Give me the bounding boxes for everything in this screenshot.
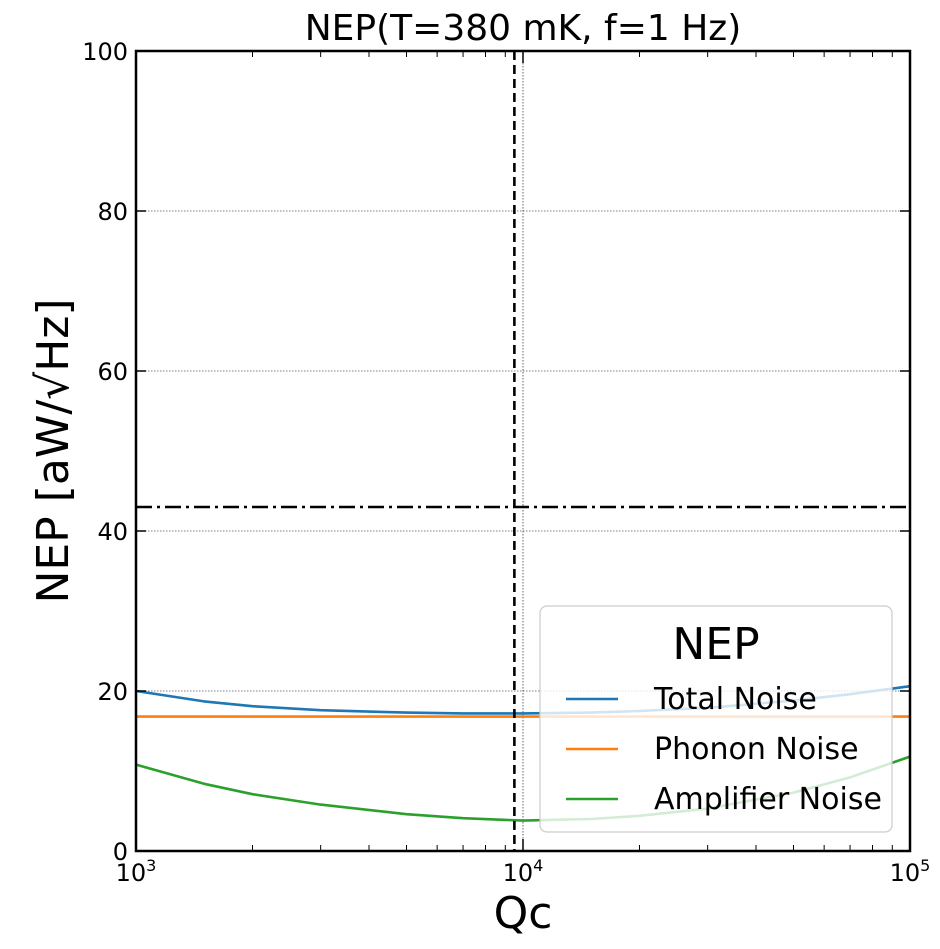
x-tick-base: 10 xyxy=(503,859,534,887)
x-tick-label: 104 xyxy=(503,856,544,887)
legend-box xyxy=(539,605,893,833)
x-tick-base: 10 xyxy=(890,859,921,887)
x-axis-label: Qc xyxy=(494,888,553,939)
legend-title: NEP xyxy=(672,619,759,670)
y-tick-label: 40 xyxy=(97,518,128,546)
x-tick-base: 10 xyxy=(116,859,147,887)
y-tick-label: 20 xyxy=(97,678,128,706)
y-tick-label: 0 xyxy=(113,838,128,866)
x-tick-exponent: 4 xyxy=(533,856,543,875)
x-tick-exponent: 5 xyxy=(920,856,930,875)
y-tick-label: 100 xyxy=(82,38,128,66)
legend: NEP Total Noise Phonon Noise Amplifier Nois… xyxy=(539,605,893,833)
x-tick-label: 103 xyxy=(116,856,157,887)
legend-label: Total Noise xyxy=(653,682,817,717)
chart-title: NEP(T=380 mK, f=1 Hz) xyxy=(305,8,742,49)
x-tick-label: 105 xyxy=(890,856,931,887)
y-tick-label: 60 xyxy=(97,358,128,386)
legend-label: Phonon Noise xyxy=(654,732,859,767)
legend-label: Amplifier Noise xyxy=(654,782,882,817)
reference-lines xyxy=(136,51,910,851)
y-axis-label: NEP [aW/√Hz] xyxy=(28,298,79,603)
x-tick-exponent: 3 xyxy=(146,856,156,875)
y-tick-label: 80 xyxy=(97,198,128,226)
